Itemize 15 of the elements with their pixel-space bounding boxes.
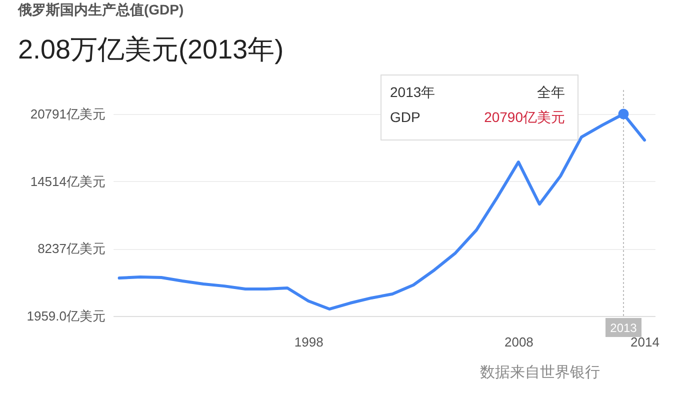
text: 数据来自世界银行: [480, 364, 600, 381]
annotation: 20790亿美元: [484, 109, 565, 125]
chart-subtitle: 2.08万亿美元(2013年): [18, 34, 284, 64]
y-tick-label: 8237亿美元: [38, 241, 106, 256]
text: 2013年: [390, 84, 436, 100]
y-tick-label: 20791亿美元: [30, 106, 106, 122]
x-tick-label: 2008: [504, 334, 534, 350]
ref-line-label: 2013: [610, 321, 638, 335]
x-tick-label: 2014: [630, 334, 660, 350]
y-tick-label: 14514亿美元: [30, 174, 106, 189]
annotation: GDP: [390, 109, 420, 125]
text: 全年: [537, 84, 565, 100]
y-tick-label: 1959.0亿美元: [26, 308, 106, 324]
x-tick-label: 1998: [294, 334, 324, 350]
chart-title: 俄罗斯国内生产总值(GDP): [17, 2, 184, 18]
